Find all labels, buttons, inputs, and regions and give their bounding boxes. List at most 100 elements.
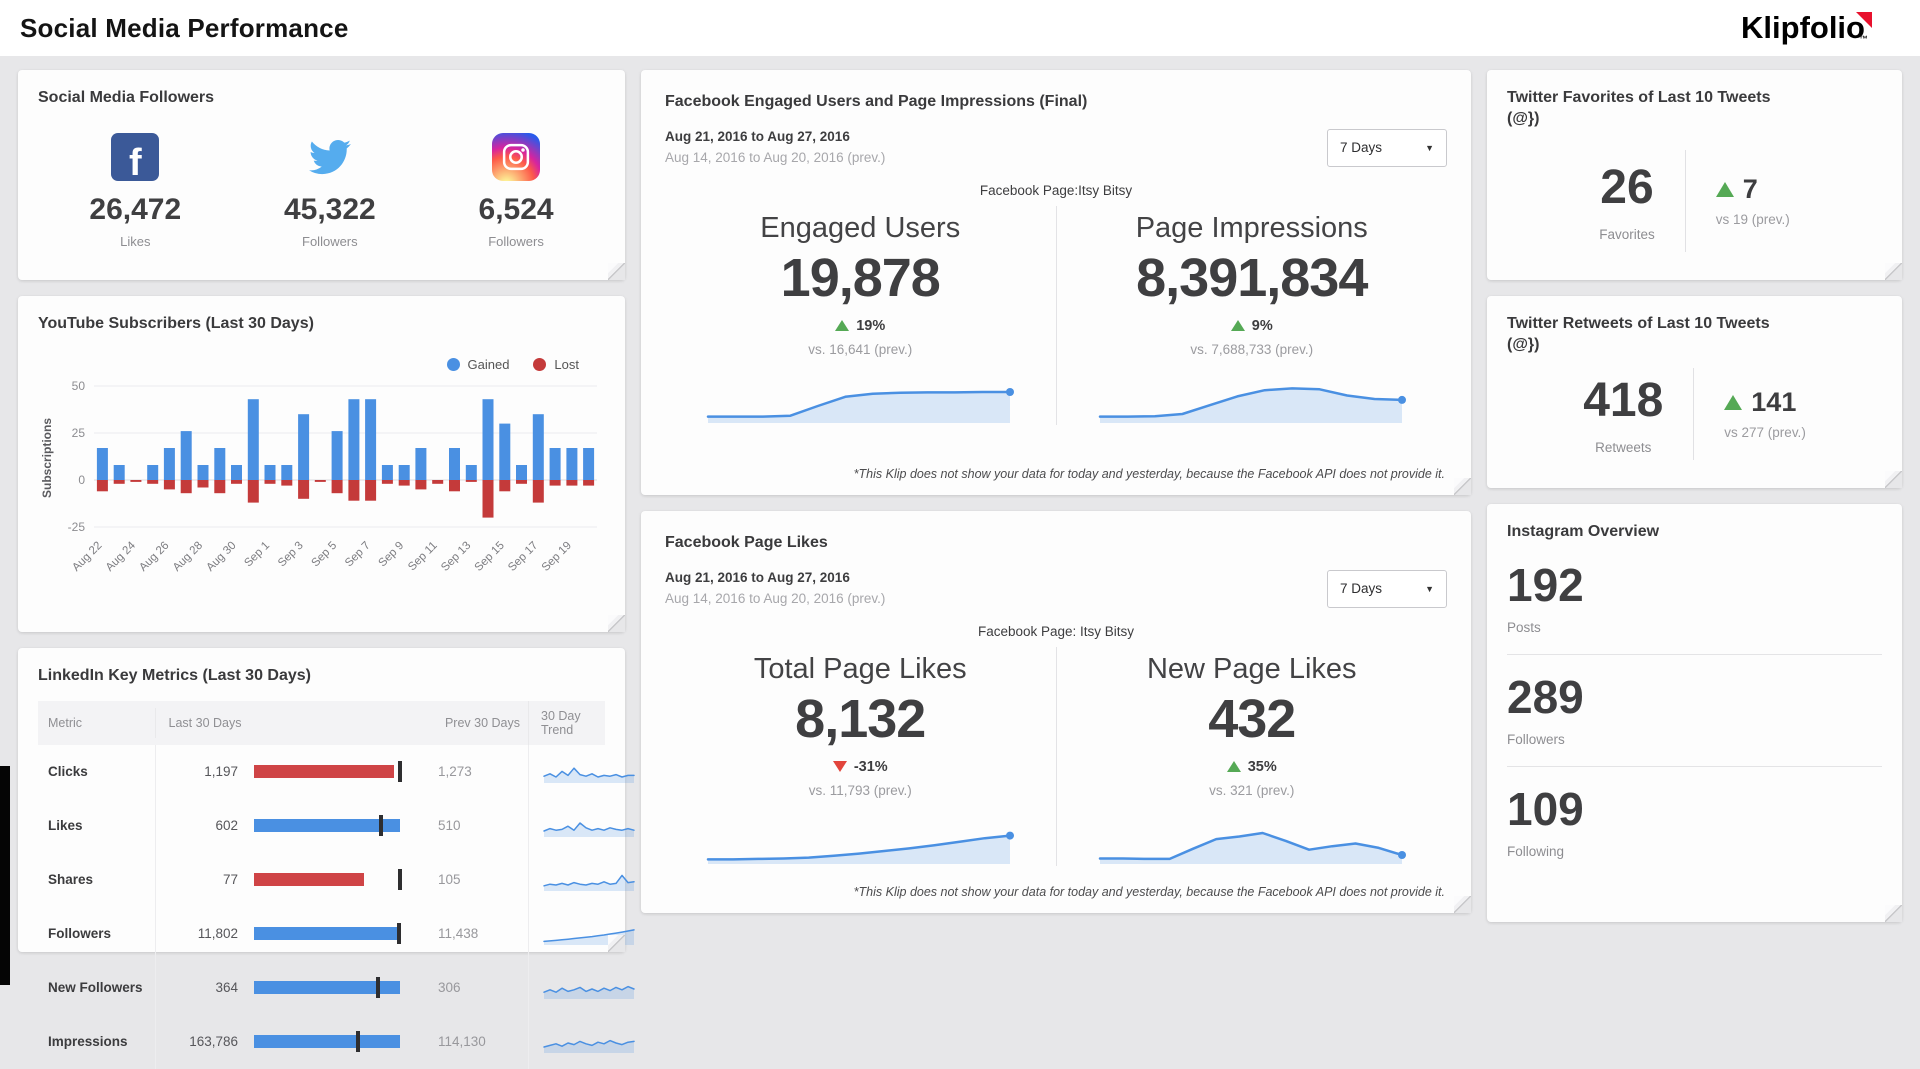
vs-previous: vs. 7,688,733 (prev.) xyxy=(1190,341,1314,357)
sparkline-svg xyxy=(1098,386,1406,423)
svg-text:25: 25 xyxy=(72,426,86,440)
table-row: Followers 11,802 11,438 xyxy=(38,906,635,961)
card-title: Facebook Page Likes xyxy=(665,534,828,551)
svg-text:Aug 28: Aug 28 xyxy=(171,539,205,573)
svg-text:Subscriptions: Subscriptions xyxy=(40,417,54,497)
card-title: LinkedIn Key Metrics (Last 30 Days) xyxy=(38,667,311,684)
trend-sparkline xyxy=(528,960,639,1015)
metric-name: Impressions xyxy=(38,1014,156,1069)
card-title: Twitter Favorites of Last 10 Tweets (@}) xyxy=(1507,89,1771,127)
card-subheader: Aug 21, 2016 to Aug 27, 2016 Aug 14, 201… xyxy=(665,569,1447,608)
last-30-days-value: 11,802 xyxy=(197,926,238,942)
metric-name: New Page Likes xyxy=(1146,652,1357,685)
card-title: YouTube Subscribers (Last 30 Days) xyxy=(38,315,314,332)
trend-up-icon xyxy=(1230,320,1245,332)
metric-name: Total Page Likes xyxy=(753,652,967,685)
svg-text:Sep 11: Sep 11 xyxy=(406,539,440,573)
follower-count: 6,524 xyxy=(478,192,554,226)
metric-body: 418 Retweets 141 vs 277 (prev.) xyxy=(1507,367,1882,460)
metric-page-impressions: Page Impressions 8,391,834 9% vs. 7,688,… xyxy=(1055,205,1448,425)
prev-30-days-value: 105 xyxy=(438,872,461,888)
svg-text:Aug 30: Aug 30 xyxy=(204,539,238,573)
metrics-row: Engaged Users 19,878 19% vs. 16,641 (pre… xyxy=(665,205,1448,425)
trend-sparkline xyxy=(528,906,639,961)
period-select[interactable]: 7 Days ▼ xyxy=(1327,569,1447,608)
metric-name: Shares xyxy=(38,852,156,907)
prev-30-days-value: 114,130 xyxy=(438,1034,486,1050)
delta-percent: 19% xyxy=(856,317,886,334)
instagram-stat-followers: 289 Followers xyxy=(1507,655,1882,767)
follower-label: Followers xyxy=(488,233,544,249)
stat-value: 192 xyxy=(1507,558,1584,611)
bullet-bar xyxy=(254,805,422,846)
delta-percent: -31% xyxy=(853,758,888,775)
chevron-down-icon: ▼ xyxy=(1425,142,1434,153)
trend-sparkline xyxy=(528,1014,639,1069)
svg-text:Aug 24: Aug 24 xyxy=(104,539,139,574)
twitter-favorites-card: Twitter Favorites of Last 10 Tweets (@})… xyxy=(1487,70,1902,280)
sparkline-svg xyxy=(543,874,635,891)
svg-text:Sep 9: Sep 9 xyxy=(377,539,407,569)
metric-value: 19,878 xyxy=(780,247,941,308)
table-row: Impressions 163,786 114,130 xyxy=(38,1014,635,1069)
svg-text:50: 50 xyxy=(72,379,86,393)
sparkline-svg xyxy=(707,831,1015,864)
vs-previous: vs 277 (prev.) xyxy=(1724,425,1806,441)
twitter-icon xyxy=(306,133,354,181)
period-select-value: 7 Days xyxy=(1340,581,1383,597)
legend-dot xyxy=(446,357,460,371)
follower-count: 45,322 xyxy=(283,192,376,226)
delta-percent: 35% xyxy=(1247,758,1277,775)
table-body: Clicks 1,197 1,273 Likes 602 510 Shares 77 105 Fo… xyxy=(38,744,635,1069)
trend-sparkline xyxy=(528,852,639,907)
sparkline-svg xyxy=(543,985,635,999)
date-range-prev: Aug 14, 2016 to Aug 20, 2016 (prev.) xyxy=(665,149,886,165)
legend-item-lost[interactable]: Lost xyxy=(533,357,579,372)
svg-text:Sep 17: Sep 17 xyxy=(506,539,540,573)
metric-new-page-likes: New Page Likes 432 35% vs. 321 (prev.) xyxy=(1055,646,1448,866)
metric-value: 8,391,834 xyxy=(1136,247,1368,308)
sparkline-svg xyxy=(543,1039,635,1053)
prev-30-days-value: 11,438 xyxy=(438,926,479,942)
bullet-bar xyxy=(254,967,422,1008)
facebook-page-label: Facebook Page:Itsy Bitsy xyxy=(979,182,1133,198)
metric-name: Clicks xyxy=(38,744,156,799)
svg-text:Sep 5: Sep 5 xyxy=(309,539,339,569)
metric-body: 26 Favorites 7 vs 19 (prev.) xyxy=(1507,149,1882,252)
facebook-engagement-card: Facebook Engaged Users and Page Impressi… xyxy=(641,70,1471,495)
svg-text:Sep 1: Sep 1 xyxy=(242,539,272,569)
chevron-down-icon: ▼ xyxy=(1425,583,1434,594)
col-header-prev30: Prev 30 Days xyxy=(444,715,520,730)
metric-value: 432 xyxy=(1208,688,1296,749)
svg-text:Sep 15: Sep 15 xyxy=(473,539,507,573)
screenshot-edge-artifact xyxy=(0,766,10,985)
klipfolio-logo: Klipfolio ™ xyxy=(1741,10,1872,46)
sparkline-svg xyxy=(1098,831,1406,864)
card-title: Social Media Followers xyxy=(38,89,215,106)
linkedin-key-metrics-card: LinkedIn Key Metrics (Last 30 Days) Metr… xyxy=(18,648,635,1069)
metric-name: Likes xyxy=(38,798,156,853)
bullet-bar xyxy=(254,1021,422,1062)
date-range: Aug 21, 2016 to Aug 27, 2016 xyxy=(665,569,850,585)
legend-item-gained[interactable]: Gained xyxy=(446,357,509,372)
metric-name: New Followers xyxy=(38,960,156,1015)
trend-up-icon xyxy=(1724,395,1743,411)
trend-sparkline xyxy=(528,744,639,799)
vs-previous: vs. 16,641 (prev.) xyxy=(808,341,913,357)
delta-value: 7 xyxy=(1742,174,1758,205)
period-select-value: 7 Days xyxy=(1340,140,1383,156)
metric-total-page-likes: Total Page Likes 8,132 -31% vs. 11,793 (… xyxy=(665,647,1056,866)
col-header-metric: Metric xyxy=(38,707,156,738)
linkedin-table: Metric Last 30 Days Prev 30 Days 30 Day Tre… xyxy=(38,700,635,1069)
total-page-likes-sparkline xyxy=(691,812,1030,866)
instagram-stat-posts: 192 Posts xyxy=(1507,543,1882,655)
col-header-last30: Last 30 Days xyxy=(168,715,242,730)
instagram-overview-card: Instagram Overview 192 Posts 289 Followers 1… xyxy=(1487,504,1902,922)
chart-legend: Gained Lost xyxy=(38,357,605,372)
instagram-icon xyxy=(492,132,541,181)
follower-stat-twitter: 45,322 Followers xyxy=(284,133,376,249)
svg-text:Sep 19: Sep 19 xyxy=(540,539,574,573)
period-select[interactable]: 7 Days ▼ xyxy=(1327,128,1447,167)
table-row: New Followers 364 306 xyxy=(38,960,635,1015)
